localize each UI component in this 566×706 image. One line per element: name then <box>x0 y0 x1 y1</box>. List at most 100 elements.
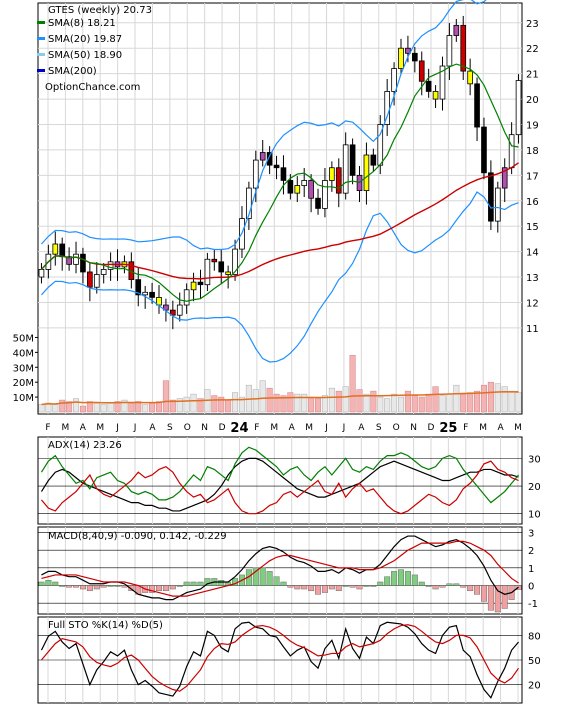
legend-swatch-sma200 <box>37 69 45 72</box>
macd-histogram-bar <box>321 585 328 593</box>
volume-bar <box>176 398 183 413</box>
macd-histogram-bar <box>335 585 342 592</box>
volume-bar <box>93 402 100 413</box>
x-tick-label: A <box>149 423 156 433</box>
macd-histogram-bar <box>197 581 204 586</box>
candle-body <box>93 274 100 288</box>
macd-histogram-bar <box>52 581 59 586</box>
candle-body <box>225 271 231 275</box>
macd-y-tick-label: 2 <box>528 546 534 557</box>
watermark: OptionChance.com <box>45 82 140 93</box>
x-tick-label: N <box>201 423 208 433</box>
macd-histogram-bar <box>73 585 79 588</box>
volume-bar <box>259 380 266 413</box>
macd-histogram-bar <box>356 585 363 590</box>
macd-histogram-bar <box>404 571 411 586</box>
sto-line--d <box>40 624 520 692</box>
sto-line--k <box>40 621 520 699</box>
macd-histogram-bar <box>183 581 190 586</box>
panel-frame-macd <box>37 526 523 615</box>
candle-body <box>349 144 356 176</box>
volume-bar <box>418 396 425 413</box>
candle-body <box>460 24 467 72</box>
volume-bar <box>446 393 453 413</box>
candle-body <box>232 248 238 275</box>
candle-body <box>176 304 183 316</box>
macd-histogram-bar <box>398 569 404 586</box>
candle-body <box>453 24 460 36</box>
volume-bar <box>515 392 522 413</box>
macd-histogram-bar <box>301 585 308 590</box>
volume-bar <box>460 393 467 413</box>
legend-sma20: SMA(20) 19.87 <box>48 34 122 45</box>
volume-bar <box>487 381 494 413</box>
volume-bar <box>197 398 204 413</box>
macd-histogram-bar <box>460 585 467 588</box>
macd-histogram-bar <box>425 585 432 587</box>
volume-bar <box>328 387 335 413</box>
volume-bar <box>128 402 135 413</box>
macd-histogram-bar <box>149 585 156 593</box>
adx-y-tick-label: 20 <box>528 482 541 493</box>
adx-line--di <box>40 460 519 515</box>
volume-bar <box>38 404 45 413</box>
volume-bar <box>384 398 391 413</box>
x-tick-label: S <box>376 423 382 433</box>
x-tick-label: D <box>427 423 434 433</box>
vol-tick-label: 20M <box>13 378 34 389</box>
candle-body <box>391 68 397 92</box>
x-tick-label: M <box>514 423 522 433</box>
legend-swatch-sma50 <box>37 53 45 56</box>
x-tick-label: F <box>254 423 259 433</box>
adx-title: ADX(14) 23.26 <box>48 440 122 451</box>
volume-bar <box>494 383 501 413</box>
candle-body <box>38 269 45 278</box>
x-tick-label: O <box>393 423 400 433</box>
candle-body <box>439 65 446 100</box>
y-tick-label: 14 <box>526 248 539 259</box>
macd-histogram-bar <box>45 580 52 586</box>
volume-bar <box>114 401 121 413</box>
macd-histogram-bar <box>266 571 273 586</box>
candle-body <box>100 269 107 275</box>
macd-histogram-bar <box>273 576 280 586</box>
volume-bar <box>370 390 377 413</box>
candle-body <box>356 174 363 192</box>
y-tick-label: 16 <box>526 197 539 208</box>
volume-bar <box>162 380 169 413</box>
volume-bar <box>52 404 59 413</box>
volume-bar <box>308 396 315 413</box>
x-tick-label: J <box>342 423 346 433</box>
x-tick-label: M <box>305 423 313 433</box>
macd-histogram-bar <box>38 581 45 586</box>
macd-histogram-bar <box>501 585 508 609</box>
volume-bar <box>280 395 287 413</box>
candle-body <box>183 289 190 306</box>
x-tick-label: J <box>115 423 119 433</box>
volume-bar <box>183 396 190 413</box>
volume-bar <box>453 384 460 413</box>
volume-bar <box>266 387 273 413</box>
vol-tick-label: 30M <box>13 363 34 374</box>
macd-histogram-bar <box>453 583 460 586</box>
x-tick-label: M <box>96 423 104 433</box>
volume-bar <box>404 390 411 413</box>
macd-histogram-bar <box>384 576 391 586</box>
sto-y-tick-label: 80 <box>528 631 541 642</box>
volume-bar <box>425 393 432 413</box>
candle-body <box>398 47 404 69</box>
candle-body <box>287 180 294 194</box>
adx-line--di <box>40 446 520 504</box>
sma8-line <box>41 63 519 302</box>
candle-body <box>412 52 418 62</box>
candle-body <box>52 243 59 255</box>
candle-body <box>273 164 280 169</box>
y-tick-label: 22 <box>526 44 539 55</box>
macd-histogram-bar <box>204 578 211 586</box>
candle-body <box>280 167 287 181</box>
volume-bar <box>232 392 239 413</box>
volume-bar <box>155 401 163 413</box>
candle-body <box>246 187 252 219</box>
sma50-line <box>40 162 519 280</box>
